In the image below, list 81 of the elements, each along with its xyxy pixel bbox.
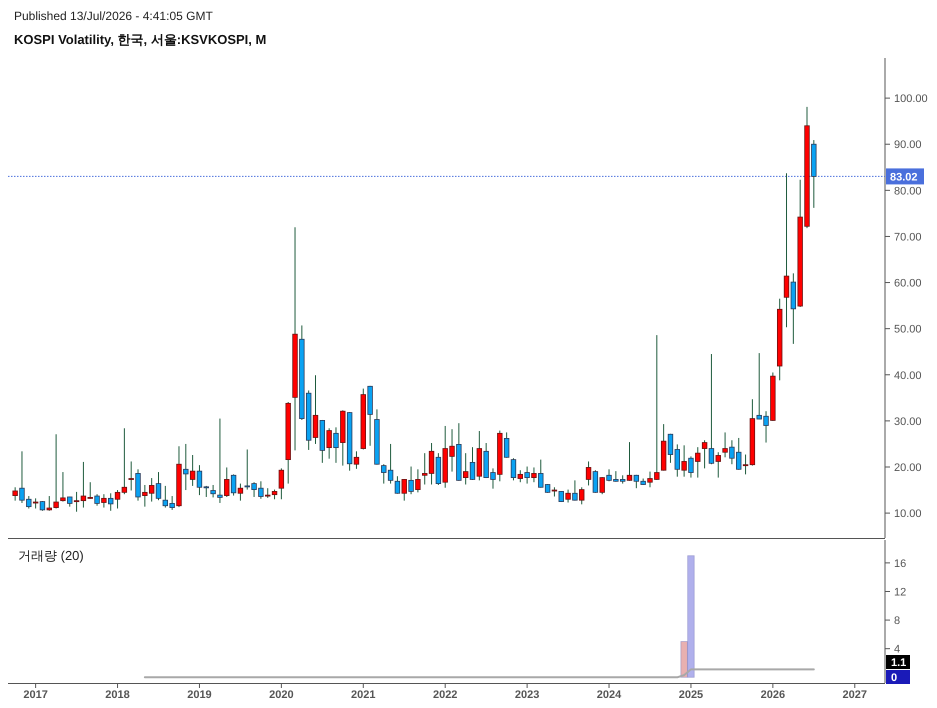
- candlestick: [579, 486, 584, 505]
- candlestick: [708, 354, 714, 465]
- candlestick: [278, 468, 284, 500]
- x-tick-label: 2019: [187, 689, 212, 701]
- y-tick-label: 16: [894, 558, 906, 570]
- candlestick: [128, 460, 134, 492]
- candlestick: [156, 472, 162, 501]
- text: Published 13/Jul/2026 - 4:41:05 GMT: [14, 9, 214, 23]
- y-tick-label: 30.00: [894, 416, 922, 428]
- x-tick-label: 2022: [432, 689, 458, 701]
- x-tick-label: 2026: [760, 689, 786, 701]
- candlestick: [402, 478, 407, 502]
- candlestick: [101, 494, 107, 508]
- candlestick: [40, 500, 46, 512]
- text: 0: [891, 672, 898, 684]
- candlestick: [716, 452, 721, 478]
- candlestick: [586, 460, 592, 486]
- ref-line-label: 83.02: [890, 171, 918, 184]
- y-tick-label: 20.00: [894, 462, 922, 474]
- candlestick: [415, 468, 421, 493]
- candlestick: [210, 484, 216, 498]
- candlestick: [784, 172, 790, 328]
- x-tick-label: 2025: [678, 689, 704, 701]
- chart-title: KOSPI Volatility, 한국, 서울:KSVKOSPI, M: [14, 32, 266, 47]
- candlestick: [462, 452, 468, 486]
- candlestick: [183, 443, 188, 491]
- candlestick: [600, 476, 605, 495]
- candlestick: [504, 432, 510, 458]
- candlestick: [702, 440, 708, 469]
- x-tick-label: 2018: [105, 689, 130, 701]
- candlestick: [565, 489, 571, 503]
- y-tick-label: 60.00: [894, 278, 922, 290]
- y-tick-label: 90.00: [894, 139, 922, 152]
- candlestick: [626, 442, 632, 482]
- candlestick: [108, 492, 114, 512]
- y-tick-label: 80.00: [894, 185, 922, 198]
- candlestick: [312, 374, 318, 444]
- candlestick: [470, 446, 476, 480]
- y-tick-label: 8: [894, 615, 900, 628]
- candlestick: [394, 476, 400, 494]
- candlestick: [326, 428, 332, 460]
- candlestick: [688, 456, 694, 478]
- y-tick-label: 50.00: [894, 324, 922, 336]
- y-tick-label: 70.00: [894, 231, 922, 244]
- candlestick: [572, 480, 578, 502]
- text: 거래량 (20): [18, 548, 84, 563]
- y-tick-label: 40.00: [894, 370, 922, 382]
- candlestick: [592, 470, 598, 494]
- x-tick-label: 2017: [23, 689, 48, 701]
- candlestick: [695, 446, 700, 478]
- candlestick: [518, 470, 523, 483]
- candlestick: [408, 466, 414, 495]
- candlestick: [135, 468, 141, 502]
- x-tick-label: 2027: [842, 689, 868, 701]
- candlestick: [94, 494, 100, 506]
- x-tick-label: 2020: [269, 689, 294, 701]
- candlestick: [531, 466, 537, 483]
- x-tick-label: 2024: [596, 689, 622, 701]
- candlestick: [354, 450, 360, 470]
- y-tick-label: 12: [894, 586, 906, 598]
- candlestick: [524, 466, 530, 484]
- candlestick: [230, 474, 236, 496]
- x-tick-label: 2023: [514, 689, 540, 701]
- candlestick: [552, 486, 558, 497]
- candlestick: [722, 432, 728, 458]
- candlestick: [238, 483, 244, 502]
- y-tick-label: 10.00: [894, 508, 922, 520]
- y-tick-label: 4: [894, 644, 900, 656]
- candlestick: [224, 466, 230, 498]
- candlestick: [217, 418, 223, 504]
- candlestick: [190, 454, 196, 486]
- x-tick-label: 2021: [351, 689, 376, 701]
- text: 1.1: [891, 657, 906, 669]
- candlestick: [32, 498, 38, 509]
- y-tick-label: 100.00: [894, 93, 928, 106]
- candlestick: [681, 444, 687, 478]
- candlestick: [67, 496, 72, 508]
- candlestick: [510, 458, 516, 481]
- candlestick: [333, 426, 339, 464]
- candlestick: [12, 486, 18, 502]
- candlestick: [60, 472, 66, 502]
